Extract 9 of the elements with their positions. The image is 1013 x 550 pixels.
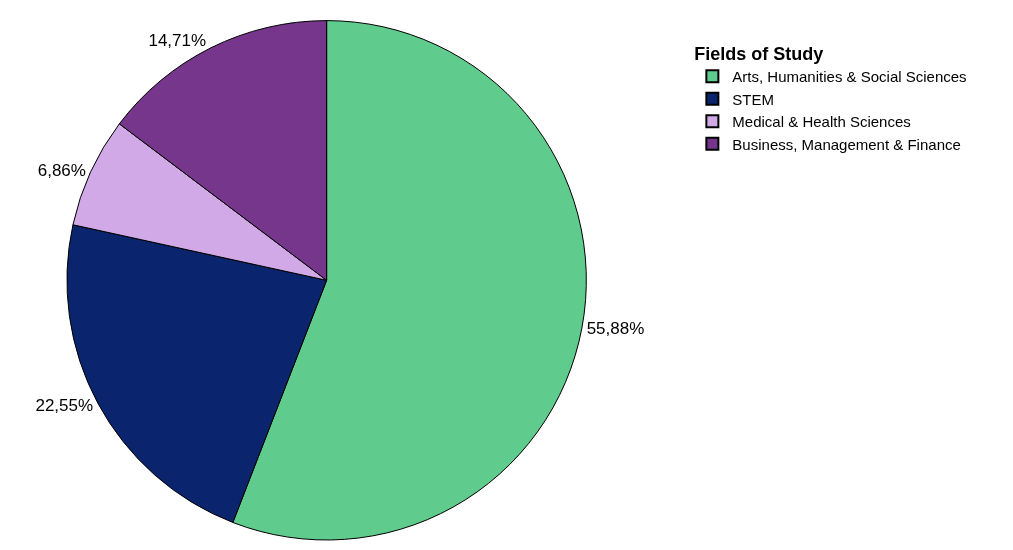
legend-title: Fields of Study <box>694 43 824 64</box>
data-label: 14,71% <box>148 30 207 50</box>
data-label: 6,86% <box>37 160 86 180</box>
legend-label: Medical & Health Sciences <box>732 113 911 130</box>
legend-label: STEM <box>732 90 775 108</box>
data-label: 55,88% <box>586 318 645 338</box>
legend-label: Arts, Humanities & Social Sciences <box>732 68 967 85</box>
data-label: 22,55% <box>35 395 94 415</box>
legend-label: Business, Management & Finance <box>732 135 961 153</box>
